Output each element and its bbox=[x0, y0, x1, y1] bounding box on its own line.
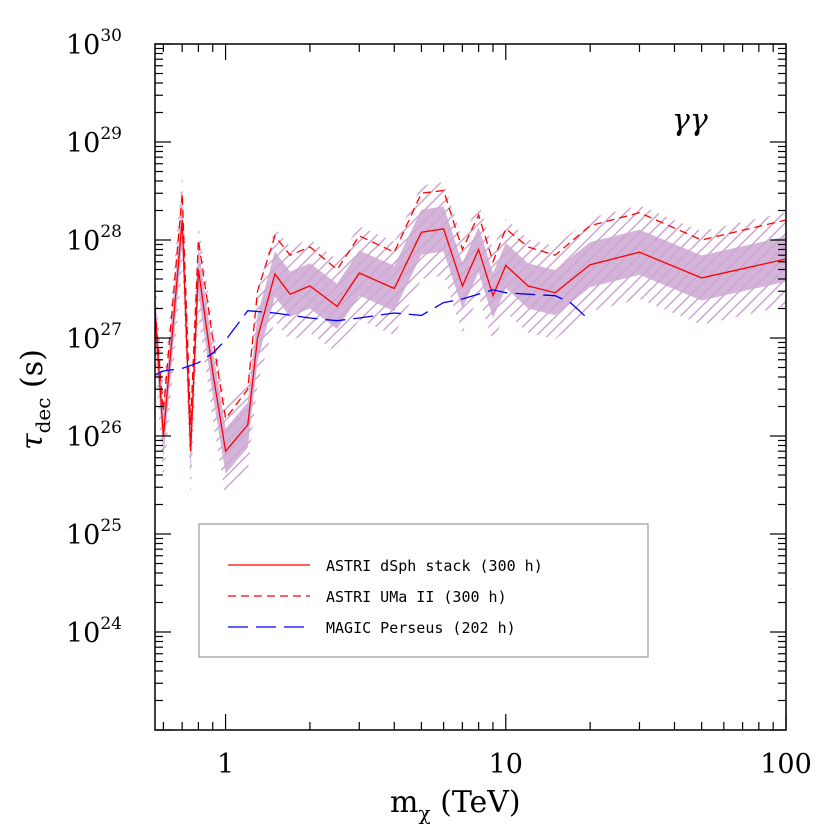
legend-box bbox=[198, 523, 649, 658]
y-tick-label: 1027 bbox=[66, 320, 122, 355]
x-axis-title: mχ (TeV) bbox=[390, 785, 521, 825]
x-axis-title-main: m bbox=[390, 785, 418, 820]
y-axis-title-main: τ bbox=[15, 433, 50, 450]
uncertainty-bands bbox=[155, 173, 786, 498]
y-tick-label: 1026 bbox=[66, 418, 122, 453]
x-tick-label: 100 bbox=[760, 749, 812, 780]
series-line-2 bbox=[155, 289, 591, 376]
y-tick-label: 1024 bbox=[66, 614, 122, 649]
plot-frame bbox=[154, 43, 787, 731]
svg-text:mχ (TeV): mχ (TeV) bbox=[390, 785, 521, 825]
y-tick-label: 1025 bbox=[66, 516, 122, 551]
legend-label-astri-stack: ASTRI dSph stack (300 h) bbox=[326, 557, 543, 575]
y-tick-label: 1030 bbox=[66, 26, 122, 61]
x-axis-title-sub: χ bbox=[418, 801, 430, 825]
series-lines bbox=[155, 189, 786, 453]
y-axis-title: τdec (s) bbox=[15, 349, 55, 450]
axis-ticks bbox=[155, 43, 787, 731]
legend: ASTRI dSph stack (300 h) ASTRI UMa II (3… bbox=[198, 523, 649, 658]
y-tick-label: 1028 bbox=[66, 222, 122, 257]
series-line-1 bbox=[155, 189, 786, 425]
y-axis-title-sub: dec bbox=[31, 398, 55, 434]
legend-label-magic-perseus: MAGIC Perseus (202 h) bbox=[326, 619, 516, 637]
axis-tick-labels: 1 10 100 1024 1025 1026 1027 1028 1029 1030 bbox=[66, 26, 812, 780]
svg-text:τdec (s): τdec (s) bbox=[15, 349, 55, 450]
series-line-0 bbox=[155, 219, 786, 453]
legend-label-astri-uma: ASTRI UMa II (300 h) bbox=[326, 588, 507, 606]
hatched-band bbox=[155, 173, 786, 498]
annotation-label: γγ bbox=[672, 103, 708, 138]
filled-band bbox=[155, 197, 786, 474]
y-tick-label: 1029 bbox=[66, 124, 122, 159]
x-axis-title-unit: (TeV) bbox=[431, 785, 521, 820]
x-tick-label: 1 bbox=[217, 749, 234, 780]
x-tick-label: 10 bbox=[489, 749, 523, 780]
y-axis-title-unit: (s) bbox=[15, 349, 50, 397]
